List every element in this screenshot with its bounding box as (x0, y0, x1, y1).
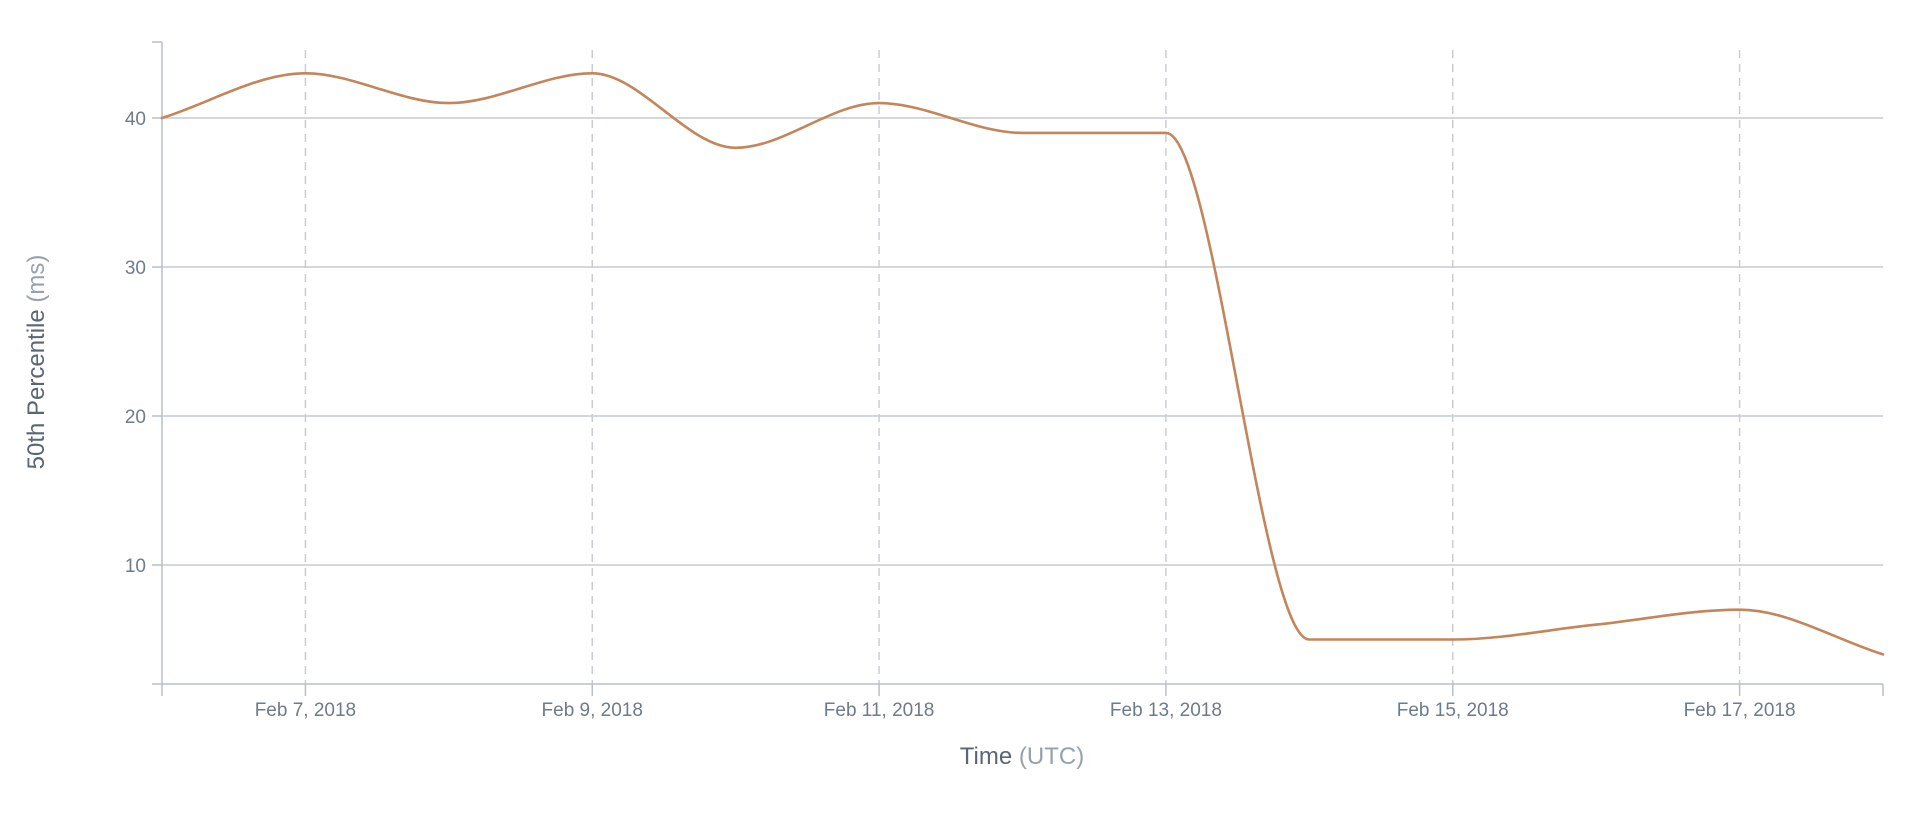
series-line (160, 72, 1885, 656)
x-tick-label: Feb 17, 2018 (1684, 700, 1796, 721)
x-axis-title-main: Time (960, 743, 1012, 770)
series-group (160, 72, 1885, 656)
y-tick-label: 10 (125, 556, 146, 577)
x-axis-ticks: Feb 7, 2018 Feb 9, 2018 Feb 11, 2018 Feb 13… (255, 684, 1796, 721)
y-axis-title-unit: (ms) (23, 255, 50, 303)
x-tick-label: Feb 15, 2018 (1397, 700, 1509, 721)
x-tick-label: Feb 7, 2018 (255, 700, 356, 721)
y-axis-title-main: 50th Percentile (23, 309, 50, 469)
axes (152, 41, 1884, 696)
y-tick-label: 20 (125, 407, 146, 428)
x-axis-title: Time (UTC) (960, 743, 1084, 770)
y-tick-label: 40 (125, 109, 146, 130)
y-axis-title: 50th Percentile (ms) (23, 255, 50, 470)
y-axis-ticks: 10 20 30 40 (125, 109, 162, 577)
x-tick-label: Feb 9, 2018 (542, 700, 643, 721)
x-tick-label: Feb 11, 2018 (824, 700, 935, 721)
x-tick-label: Feb 13, 2018 (1110, 700, 1222, 721)
vertical-gridlines (304, 50, 1741, 684)
x-axis-title-unit: (UTC) (1019, 743, 1084, 770)
y-tick-label: 30 (125, 258, 146, 279)
horizontal-gridlines (162, 117, 1883, 566)
